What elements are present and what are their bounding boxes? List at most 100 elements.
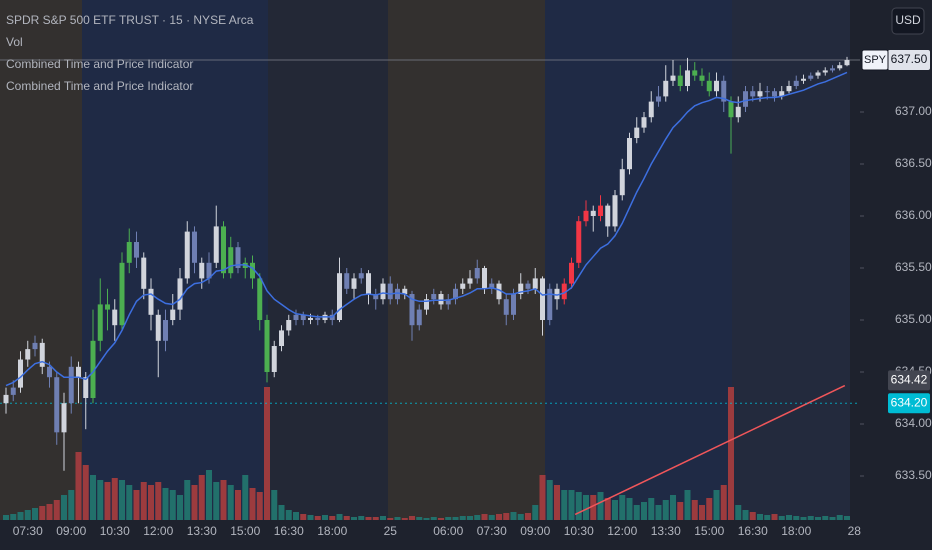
volume-bar (17, 512, 24, 520)
candle-body (837, 65, 843, 69)
currency-label[interactable]: USD (895, 13, 921, 27)
candle-body (250, 262, 255, 279)
candle-body (199, 262, 205, 279)
candle-body (489, 283, 495, 289)
indicator-label: Combined Time and Price Indicator (6, 79, 193, 93)
volume-bar (10, 514, 17, 520)
volume-bar (271, 490, 278, 520)
x-tick-label: 10:30 (100, 524, 130, 538)
y-tick-label: 636.00 (895, 208, 932, 222)
volume-bar (459, 516, 466, 520)
candle-body (83, 377, 89, 399)
candle-body (714, 80, 719, 92)
volume-bar (742, 510, 749, 520)
volume-bar (525, 513, 531, 520)
volume-bar (539, 475, 546, 520)
candle-body (402, 288, 408, 295)
candle-body (750, 91, 756, 97)
candle-body (772, 91, 777, 97)
volume-bar (800, 517, 807, 520)
volume-bar (285, 510, 292, 520)
candle-body (97, 304, 103, 341)
volume-bar (293, 512, 299, 520)
indicator-label: Vol (6, 35, 23, 49)
candle-body (337, 273, 342, 321)
candle-body (54, 377, 60, 433)
candle-body (351, 278, 357, 289)
volume-bar (351, 517, 357, 520)
candle-body (779, 91, 785, 97)
candle-body (648, 101, 654, 118)
candle-body (315, 317, 321, 321)
y-tick-label: 634.00 (895, 416, 932, 430)
volume-bar (423, 518, 430, 520)
volume-bar (213, 482, 220, 520)
candle-body (641, 117, 647, 128)
candle-body (808, 75, 814, 79)
x-tick-label: 07:30 (13, 524, 43, 538)
candle-body (424, 299, 429, 310)
volume-bar (554, 485, 560, 520)
candle-body (721, 80, 727, 102)
volume-bar (829, 517, 836, 520)
volume-bar (648, 498, 655, 520)
candle-body (10, 387, 16, 395)
volume-bar (119, 480, 125, 520)
volume-bar (546, 480, 553, 520)
indicator-label: Combined Time and Price Indicator (6, 57, 193, 71)
candle-body (213, 226, 219, 263)
volume-bar (177, 495, 183, 520)
volume-bar (264, 387, 270, 520)
candle-body (830, 68, 835, 71)
volume-bar (670, 495, 676, 520)
candle-body (163, 320, 168, 341)
candle-body (460, 283, 466, 289)
x-tick-label: 09:00 (520, 524, 550, 538)
volume-bar (227, 485, 234, 520)
volume-bar (314, 516, 321, 520)
volume-bar (655, 505, 662, 520)
session-bg (0, 0, 82, 520)
candle-body (3, 394, 9, 404)
candle-body (380, 283, 386, 300)
candle-body (134, 242, 139, 258)
candle-body (264, 320, 270, 373)
volume-bar (815, 517, 821, 520)
volume-bar (604, 498, 611, 520)
candle-body (583, 210, 589, 222)
candle-body (627, 138, 632, 170)
volume-bar (278, 505, 285, 520)
x-tick-label: 13:30 (187, 524, 217, 538)
candle-body (467, 278, 473, 284)
volume-bar (706, 498, 713, 520)
candle-body (598, 205, 603, 217)
candle-body (431, 294, 437, 300)
candle-body (503, 299, 509, 315)
volume-bar (126, 485, 133, 520)
volume-bar (771, 514, 778, 520)
volume-bar (590, 495, 597, 520)
candle-body (619, 169, 625, 196)
volume-bar (749, 512, 756, 520)
volume-bar (32, 508, 38, 520)
volume-bar (140, 482, 147, 520)
volume-bar (242, 475, 249, 520)
volume-bar (735, 505, 742, 520)
volume-bar (97, 480, 104, 520)
x-tick-label: 15:00 (230, 524, 260, 538)
volume-bar (53, 500, 60, 520)
candle-body (177, 278, 183, 310)
candle-body (445, 299, 451, 305)
currency-button[interactable] (891, 7, 925, 35)
candle-body (47, 366, 52, 378)
volume-bar (307, 515, 314, 520)
x-tick-label: 13:30 (651, 524, 681, 538)
candle-body (656, 96, 661, 102)
volume-bar (728, 387, 734, 520)
volume-bar (68, 490, 75, 520)
candle-body (395, 288, 400, 300)
candle-body (844, 60, 850, 66)
candle-body (286, 320, 292, 331)
candle-body (482, 268, 487, 289)
price-tag (888, 370, 930, 391)
